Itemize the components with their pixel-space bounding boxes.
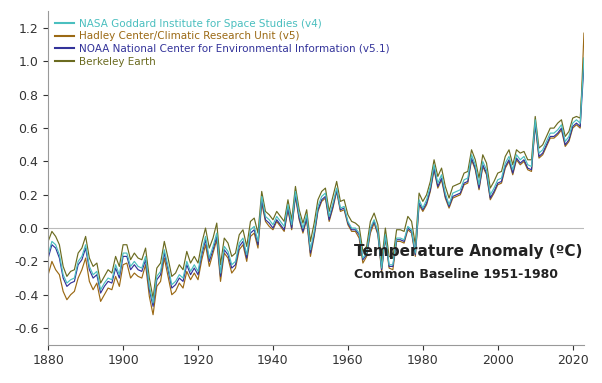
NOAA National Center for Environmental Information (v5.1)	[580, 62, 588, 67]
Hadley Center/Climatic Research Unit (v5)	[213, 237, 220, 242]
Hadley Center/Climatic Research Unit (v5)	[45, 272, 52, 277]
Berkeley Earth	[45, 239, 52, 244]
NOAA National Center for Environmental Information (v5.1)	[213, 234, 220, 239]
Line: Hadley Center/Climatic Research Unit (v5): Hadley Center/Climatic Research Unit (v5…	[48, 33, 584, 315]
Berkeley Earth	[430, 157, 438, 162]
Hadley Center/Climatic Research Unit (v5)	[486, 198, 494, 202]
NASA Goddard Institute for Space Studies (v4)	[82, 242, 89, 247]
NOAA National Center for Environmental Information (v5.1)	[45, 256, 52, 260]
NOAA National Center for Environmental Information (v5.1)	[486, 196, 494, 200]
NASA Goddard Institute for Space Studies (v4)	[123, 251, 131, 255]
Berkeley Earth	[479, 152, 486, 157]
Berkeley Earth	[486, 186, 494, 190]
NASA Goddard Institute for Space Studies (v4)	[486, 193, 494, 197]
NASA Goddard Institute for Space Studies (v4)	[430, 162, 438, 167]
NASA Goddard Institute for Space Studies (v4)	[479, 159, 486, 164]
Hadley Center/Climatic Research Unit (v5)	[580, 31, 588, 36]
Hadley Center/Climatic Research Unit (v5)	[430, 167, 438, 172]
NOAA National Center for Environmental Information (v5.1)	[479, 162, 486, 167]
Hadley Center/Climatic Research Unit (v5)	[82, 256, 89, 260]
Line: Berkeley Earth: Berkeley Earth	[48, 58, 584, 298]
Berkeley Earth	[149, 296, 157, 300]
NOAA National Center for Environmental Information (v5.1)	[123, 254, 131, 259]
NASA Goddard Institute for Space Studies (v4)	[580, 56, 588, 61]
NASA Goddard Institute for Space Studies (v4)	[149, 301, 157, 305]
Text: Temperature Anomaly (ºC): Temperature Anomaly (ºC)	[353, 244, 582, 259]
NOAA National Center for Environmental Information (v5.1)	[149, 304, 157, 309]
Line: NOAA National Center for Environmental Information (v5.1): NOAA National Center for Environmental I…	[48, 65, 584, 306]
NASA Goddard Institute for Space Studies (v4)	[45, 252, 52, 257]
Hadley Center/Climatic Research Unit (v5)	[149, 313, 157, 317]
Legend: NASA Goddard Institute for Space Studies (v4), Hadley Center/Climatic Research U: NASA Goddard Institute for Space Studies…	[54, 17, 392, 69]
Berkeley Earth	[123, 242, 131, 247]
Hadley Center/Climatic Research Unit (v5)	[123, 261, 131, 265]
Berkeley Earth	[580, 56, 588, 61]
Berkeley Earth	[213, 221, 220, 225]
Line: NASA Goddard Institute for Space Studies (v4): NASA Goddard Institute for Space Studies…	[48, 58, 584, 303]
Berkeley Earth	[82, 234, 89, 239]
NOAA National Center for Environmental Information (v5.1)	[82, 246, 89, 250]
NOAA National Center for Environmental Information (v5.1)	[430, 166, 438, 170]
Hadley Center/Climatic Research Unit (v5)	[479, 164, 486, 169]
Text: Common Baseline 1951-1980: Common Baseline 1951-1980	[353, 268, 557, 281]
NASA Goddard Institute for Space Studies (v4)	[213, 231, 220, 236]
